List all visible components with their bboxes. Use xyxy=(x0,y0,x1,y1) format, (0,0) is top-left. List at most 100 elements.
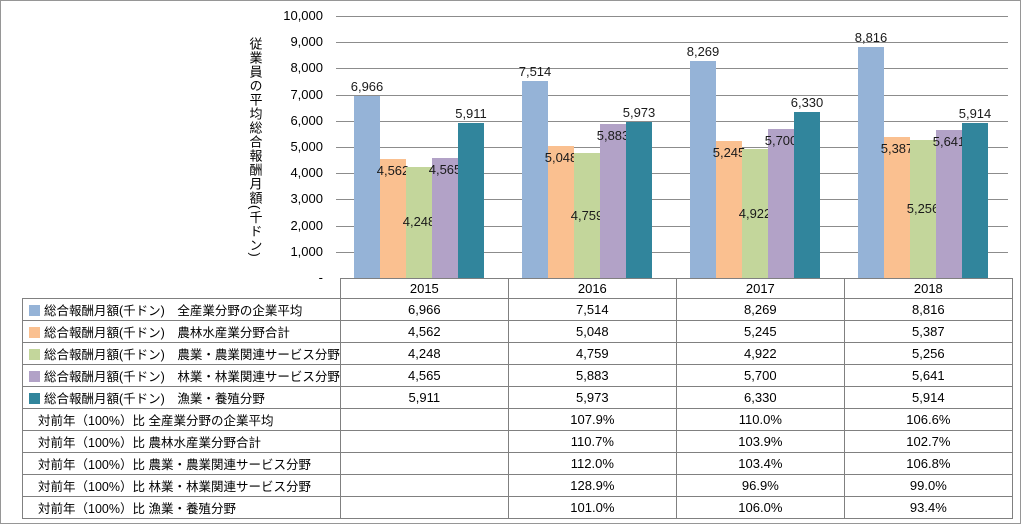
row-label: 総合報酬月額(千ドン) 林業・林業関連サービス分野 xyxy=(22,364,341,387)
cell-value: 103.4% xyxy=(675,452,845,475)
y-axis-tick-label: 9,000 xyxy=(290,34,323,50)
table-row: 総合報酬月額(千ドン) 漁業・養殖分野 5,911 5,973 6,330 5,914 xyxy=(22,386,1013,409)
bar-data-label: 8,269 xyxy=(686,44,720,60)
y-axis-tick-label: 7,000 xyxy=(290,86,323,102)
y-axis-tick-label: 6,000 xyxy=(290,112,323,128)
cell-value: 5,700 xyxy=(675,364,845,387)
bar-data-label: 5,641 xyxy=(932,134,966,150)
gridline xyxy=(336,199,1008,201)
cell-value: 107.9% xyxy=(507,408,677,431)
row-label-text: 総合報酬月額(千ドン) 全産業分野の企業平均 xyxy=(44,304,303,318)
cell-value xyxy=(339,452,509,475)
cell-value: 110.0% xyxy=(675,408,845,431)
row-label-text: 総合報酬月額(千ドン) 林業・林業関連サービス分野 xyxy=(44,370,340,384)
row-label-text: 対前年（100%）比 全産業分野の企業平均 xyxy=(38,414,274,428)
table-row: 総合報酬月額(千ドン) 農業・農業関連サービス分野 4,248 4,759 4,922… xyxy=(22,342,1013,365)
bar-data-label: 5,048 xyxy=(544,149,578,165)
gridline xyxy=(336,173,1008,175)
cell-value: 112.0% xyxy=(507,452,677,475)
table-header-row: 2015 2016 2017 2018 xyxy=(23,278,1013,299)
y-axis-tick-label: - xyxy=(318,270,323,285)
bar-data-label: 6,330 xyxy=(790,95,824,111)
bar-data-label: 5,914 xyxy=(958,106,992,122)
data-table: 2015 2016 2017 2018 総合報酬月額(千ドン) 全産業分野の企業平均 6,… xyxy=(22,278,1013,519)
row-label-text: 総合報酬月額(千ドン) 農業・農業関連サービス分野 xyxy=(44,348,340,362)
table-row: 対前年（100%）比 漁業・養殖分野 101.0% 106.0% 93.4% xyxy=(22,496,1013,519)
bar-data-label: 6,966 xyxy=(350,78,384,94)
bar xyxy=(768,128,794,278)
bar-data-label: 4,759 xyxy=(570,207,604,223)
bar-data-label: 8,816 xyxy=(854,30,888,45)
cell-value: 5,973 xyxy=(507,386,677,409)
gridline xyxy=(336,94,1008,96)
bar xyxy=(858,47,884,278)
row-label: 総合報酬月額(千ドン) 全産業分野の企業平均 xyxy=(22,298,341,321)
cell-value: 8,269 xyxy=(675,298,845,321)
gridline xyxy=(336,16,1008,17)
gridline xyxy=(336,68,1008,70)
gridline xyxy=(336,120,1008,122)
cell-value xyxy=(339,496,509,519)
cell-value: 5,883 xyxy=(507,364,677,387)
bar xyxy=(936,130,962,278)
y-axis-tick-label: 5,000 xyxy=(290,139,323,154)
cell-value: 4,562 xyxy=(339,320,509,343)
bar xyxy=(406,166,432,278)
table-row: 総合報酬月額(千ドン) 林業・林業関連サービス分野 4,565 5,883 5,700… xyxy=(22,364,1013,387)
cell-value: 6,966 xyxy=(339,298,509,321)
y-axis-tick-label: 10,000 xyxy=(283,8,323,23)
cell-value: 4,759 xyxy=(507,342,677,365)
table-row: 対前年（100%）比 林業・林業関連サービス分野 128.9% 96.9% 99.0% xyxy=(22,474,1013,497)
row-label: 総合報酬月額(千ドン) 漁業・養殖分野 xyxy=(22,386,341,409)
bar xyxy=(626,121,652,278)
table-header-year: 2018 xyxy=(843,278,1013,299)
cell-value: 93.4% xyxy=(843,496,1013,519)
row-label: 対前年（100%）比 農業・農業関連サービス分野 xyxy=(22,452,341,475)
cell-value: 96.9% xyxy=(675,474,845,497)
bar-data-label: 4,922 xyxy=(738,205,772,221)
table-header-year: 2015 xyxy=(339,278,509,299)
cell-value: 5,911 xyxy=(339,386,509,409)
row-label-text: 対前年（100%）比 林業・林業関連サービス分野 xyxy=(38,480,311,494)
row-label: 総合報酬月額(千ドン) 農業・農業関連サービス分野 xyxy=(22,342,341,365)
table-corner-blank xyxy=(23,279,341,299)
cell-value: 106.0% xyxy=(675,496,845,519)
bar-data-label: 5,387 xyxy=(880,140,914,156)
cell-value: 106.6% xyxy=(843,408,1013,431)
row-label-text: 総合報酬月額(千ドン) 漁業・養殖分野 xyxy=(44,392,265,406)
cell-value: 8,816 xyxy=(843,298,1013,321)
legend-key-icon xyxy=(29,393,40,404)
y-axis-tick-label: 8,000 xyxy=(290,60,323,76)
bar-data-label: 5,911 xyxy=(455,106,487,122)
bar-data-label: 5,245 xyxy=(712,144,746,160)
bar xyxy=(690,61,716,278)
bar-data-label: 5,256 xyxy=(906,201,940,217)
gridline xyxy=(336,42,1008,44)
row-label-text: 対前年（100%）比 農業・農業関連サービス分野 xyxy=(38,458,311,472)
cell-value: 106.8% xyxy=(843,452,1013,475)
cell-value: 5,245 xyxy=(675,320,845,343)
gridline xyxy=(336,251,1008,253)
bar xyxy=(884,136,910,278)
y-axis-tick-label: 1,000 xyxy=(290,243,323,259)
bar-data-label: 5,700 xyxy=(764,132,798,148)
y-axis-title: 従業員の平均総合報酬月額(千ドン) xyxy=(247,36,263,258)
bar xyxy=(380,158,406,278)
gridline xyxy=(336,147,1008,148)
cell-value: 128.9% xyxy=(507,474,677,497)
bar xyxy=(458,123,484,278)
cell-value: 101.0% xyxy=(507,496,677,519)
cell-value: 5,387 xyxy=(843,320,1013,343)
cell-value: 5,641 xyxy=(843,364,1013,387)
bar-data-label: 4,562 xyxy=(376,162,410,178)
table-row: 総合報酬月額(千ドン) 全産業分野の企業平均 6,966 7,514 8,269 8,8… xyxy=(22,298,1013,321)
bar-data-label: 4,565 xyxy=(428,162,462,178)
bar-data-label: 5,973 xyxy=(622,104,656,120)
cell-value: 6,330 xyxy=(675,386,845,409)
y-axis-tick-label: 3,000 xyxy=(290,191,323,207)
cell-value: 103.9% xyxy=(675,430,845,453)
table-row: 対前年（100%）比 全産業分野の企業平均 107.9% 110.0% 106.6% xyxy=(22,408,1013,431)
bar xyxy=(716,140,742,278)
table-row: 総合報酬月額(千ドン) 農林水産業分野合計 4,562 5,048 5,245 5,38… xyxy=(22,320,1013,343)
